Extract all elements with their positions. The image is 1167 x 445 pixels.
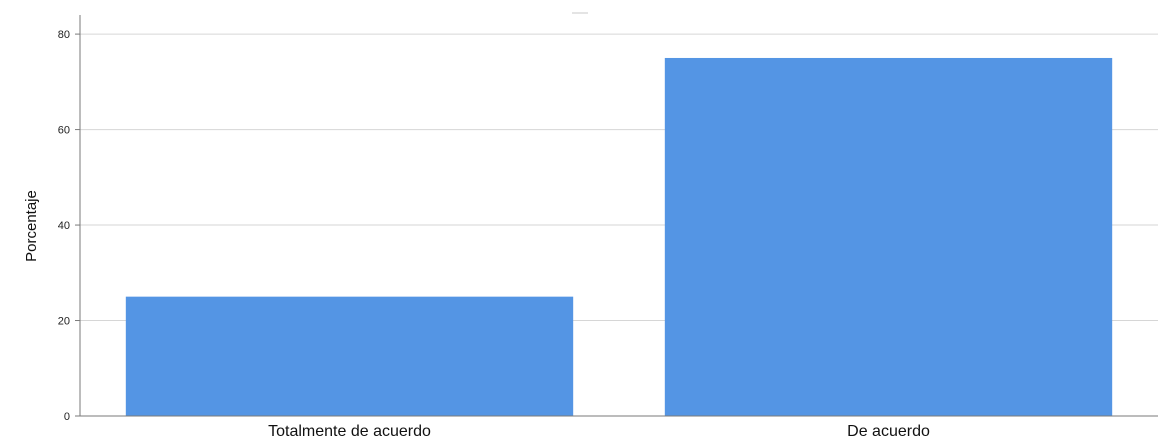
y-tick-label: 40 xyxy=(58,220,70,232)
y-tick-label: 0 xyxy=(64,411,70,423)
axes xyxy=(75,15,1158,417)
bars xyxy=(125,57,1113,416)
y-tick-label: 60 xyxy=(58,125,70,137)
y-tick-label: 20 xyxy=(58,316,70,328)
x-category-label: Totalmente de acuerdo xyxy=(268,423,431,440)
y-tick-label: 80 xyxy=(58,29,70,41)
y-tick-labels: 0 20 40 60 80 xyxy=(58,29,70,423)
bar-de-acuerdo xyxy=(664,57,1113,416)
y-axis-title: Porcentaje xyxy=(23,190,40,262)
x-category-labels: Totalmente de acuerdo De acuerdo xyxy=(268,423,930,440)
bar-totalmente-de-acuerdo xyxy=(125,296,574,416)
x-category-label: De acuerdo xyxy=(847,423,930,440)
